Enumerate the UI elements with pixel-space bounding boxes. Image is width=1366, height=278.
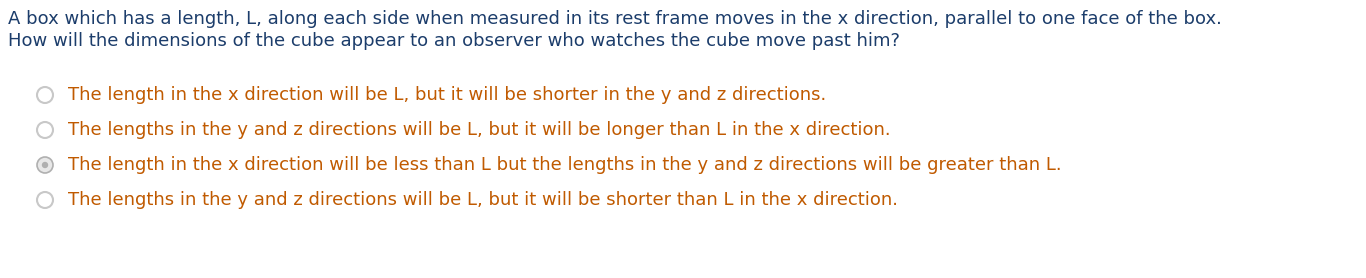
Text: A box which has a length, L, along each side when measured in its rest frame mov: A box which has a length, L, along each … <box>8 10 1221 28</box>
Text: The lengths in the y and z directions will be L, but it will be shorter than L i: The lengths in the y and z directions wi… <box>68 191 897 209</box>
Circle shape <box>37 192 53 208</box>
Circle shape <box>42 162 48 168</box>
Text: How will the dimensions of the cube appear to an observer who watches the cube m: How will the dimensions of the cube appe… <box>8 32 900 50</box>
Text: The length in the x direction will be L, but it will be shorter in the y and z d: The length in the x direction will be L,… <box>68 86 826 104</box>
Text: The lengths in the y and z directions will be L, but it will be longer than L in: The lengths in the y and z directions wi… <box>68 121 891 139</box>
Circle shape <box>37 122 53 138</box>
Circle shape <box>37 87 53 103</box>
Circle shape <box>37 157 53 173</box>
Text: The length in the x direction will be less than L but the lengths in the y and z: The length in the x direction will be le… <box>68 156 1061 174</box>
